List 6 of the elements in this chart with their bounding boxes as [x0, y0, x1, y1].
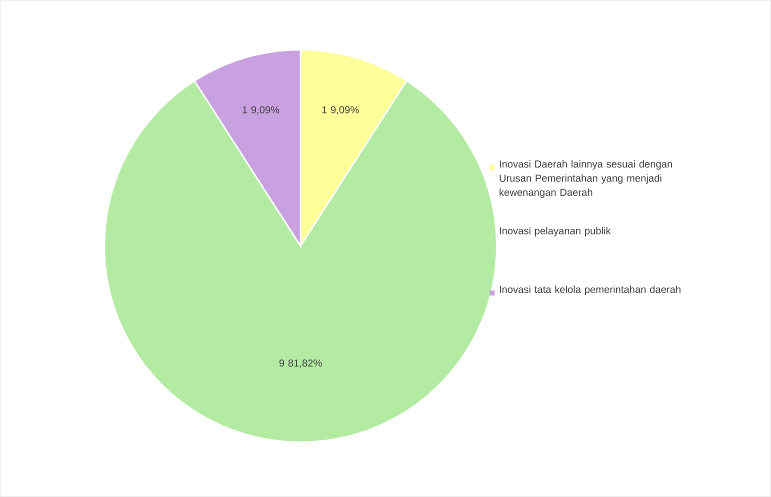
data-label: 1 9,09%: [242, 106, 280, 115]
legend-label: Inovasi tata kelola pemerintahan daerah: [500, 286, 680, 296]
data-label: 1 9,09%: [322, 106, 359, 115]
slice-label: Inovasi pelayanan publik: [500, 226, 611, 236]
legend-label: Inovasi Daerah lainnya sesuai dengan Urusan Pemerintahan yang menjadi kewenangan Daerah: [500, 160, 672, 198]
data-label: 9 81,82%: [279, 360, 322, 368]
